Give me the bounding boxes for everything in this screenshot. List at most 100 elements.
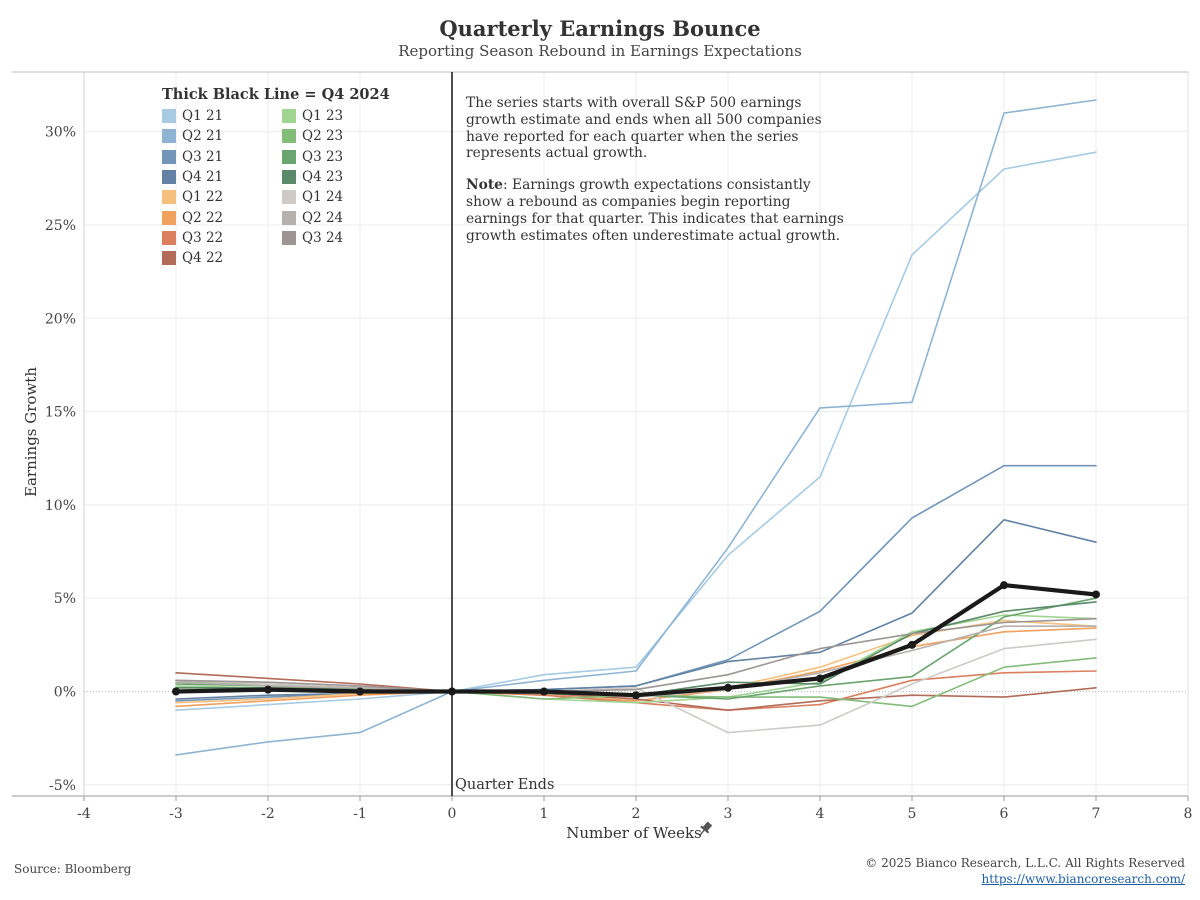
legend-label: Q4 21 (182, 169, 224, 186)
legend-label: Q4 22 (182, 250, 224, 267)
data-point-q4-2024 (540, 687, 548, 696)
source-text: Source: Bloomberg (14, 862, 132, 876)
legend-label: Q1 23 (302, 108, 344, 125)
x-tick-label: -3 (169, 806, 183, 822)
series-line-q4-21 (175, 518, 1097, 700)
legend-swatch (282, 109, 296, 124)
legend-label: Q4 23 (302, 169, 344, 186)
legend-item[interactable]: Q1 24 (282, 187, 402, 207)
note-paragraph-1: The series starts with overall S&P 500 e… (466, 95, 822, 162)
x-tick-label: 7 (1092, 806, 1101, 822)
legend-label: Q3 22 (182, 229, 224, 246)
legend-swatch (162, 210, 176, 225)
x-tick-label: 2 (632, 806, 641, 822)
x-tick-label: 4 (816, 806, 825, 822)
legend-title: Thick Black Line = Q4 2024 (162, 86, 390, 103)
x-tick-label: 8 (1184, 806, 1193, 822)
legend-swatch (282, 210, 296, 225)
legend-item[interactable]: Q1 21 (162, 106, 282, 126)
y-tick-label: 30% (45, 125, 76, 141)
legend-label: Q2 24 (302, 209, 344, 226)
series-line-q1-21 (175, 151, 1097, 712)
copyright-text: © 2025 Bianco Research, L.L.C. All Right… (865, 856, 1185, 870)
series-line-q2-21 (175, 99, 1097, 756)
legend-item[interactable]: Q2 23 (282, 126, 402, 146)
y-axis-label: Earnings Growth (22, 367, 40, 497)
legend-item[interactable]: Q2 21 (162, 126, 282, 146)
legend-item[interactable]: Q3 21 (162, 147, 282, 167)
legend-item[interactable]: Q2 24 (282, 207, 402, 227)
y-tick-label: 15% (45, 405, 76, 421)
legend-label: Q1 21 (182, 108, 224, 125)
data-point-q4-2024 (632, 691, 640, 700)
legend-label: Q1 22 (182, 189, 224, 206)
note-bold: Note (466, 177, 503, 194)
legend-swatch (162, 170, 176, 185)
x-tick-label: 5 (908, 806, 917, 822)
data-point-q4-2024 (172, 687, 180, 696)
legend-swatch (162, 149, 176, 164)
footer-credit: © 2025 Bianco Research, L.L.C. All Right… (865, 855, 1185, 887)
note-paragraph-2: Note: Earnings growth expectations consi… (466, 177, 846, 244)
legend-label: Q2 22 (182, 209, 224, 226)
y-tick-label: 0% (54, 685, 76, 701)
pin-icon[interactable] (696, 820, 713, 838)
axes (12, 71, 1189, 801)
tick-labels: -4 -3 -2 -1 0 1 2 3 4 5 6 7 8 -5% 0% 5% 10% 15% 20% 25% 30% (45, 125, 1193, 822)
x-tick-label: -2 (261, 806, 275, 822)
legend: Thick Black Line = Q4 2024 Q1 21 Q2 21 Q3 … (162, 86, 402, 268)
legend-item[interactable]: Q4 22 (162, 248, 282, 268)
chart-subtitle: Reporting Season Rebound in Earnings Exp… (398, 42, 802, 60)
legend-swatch (162, 251, 176, 266)
x-tick-label: -1 (353, 806, 367, 822)
legend-item[interactable]: Q3 22 (162, 228, 282, 248)
data-point-q4-2024 (1000, 581, 1008, 590)
series-lines (172, 99, 1100, 756)
legend-item[interactable]: Q4 23 (282, 167, 402, 187)
data-point-q4-2024 (908, 640, 916, 649)
annotation-note: The series starts with overall S&P 500 e… (466, 95, 846, 259)
legend-label: Q3 24 (302, 229, 344, 246)
legend-swatch (282, 190, 296, 205)
x-tick-label: -4 (77, 806, 91, 822)
legend-label: Q2 23 (302, 128, 344, 145)
legend-item[interactable]: Q3 23 (282, 147, 402, 167)
legend-swatch (162, 190, 176, 205)
x-tick-label: 0 (448, 806, 457, 822)
legend-swatch (282, 230, 296, 245)
legend-item[interactable]: Q3 24 (282, 228, 402, 248)
data-point-q4-2024 (724, 683, 732, 692)
data-point-q4-2024 (1092, 590, 1100, 599)
x-tick-label: 3 (724, 806, 733, 822)
data-point-q4-2024 (356, 687, 364, 696)
x-tick-label: 6 (1000, 806, 1009, 822)
data-point-q4-2024 (264, 685, 272, 694)
y-tick-label: 20% (45, 311, 76, 327)
data-point-q4-2024 (448, 687, 456, 696)
legend-label: Q2 21 (182, 128, 224, 145)
y-tick-label: 25% (45, 218, 76, 234)
note-text: : Earnings growth expectations consistan… (466, 177, 844, 244)
series-line-q3-24 (175, 617, 1097, 693)
y-tick-label: 10% (45, 498, 76, 514)
legend-item[interactable]: Q4 21 (162, 167, 282, 187)
legend-swatch (162, 109, 176, 124)
website-link[interactable]: https://www.biancoresearch.com/ (981, 872, 1185, 886)
legend-swatch (162, 230, 176, 245)
legend-swatch (282, 170, 296, 185)
legend-column: Q1 23 Q2 23 Q3 23 Q4 23 Q1 24 Q2 24 Q3 24 (282, 106, 402, 268)
legend-swatch (282, 129, 296, 144)
quarter-ends-label: Quarter Ends (455, 777, 554, 793)
legend-item[interactable]: Q2 22 (162, 207, 282, 227)
legend-column: Q1 21 Q2 21 Q3 21 Q4 21 Q1 22 Q2 22 Q3 22 Q4 22 (162, 106, 282, 268)
legend-item[interactable]: Q1 23 (282, 106, 402, 126)
legend-swatch (282, 149, 296, 164)
legend-item[interactable]: Q1 22 (162, 187, 282, 207)
y-tick-label: 5% (54, 591, 76, 607)
legend-label: Q1 24 (302, 189, 344, 206)
legend-label: Q3 23 (302, 148, 344, 165)
legend-label: Q3 21 (182, 148, 224, 165)
legend-swatch (162, 129, 176, 144)
x-tick-label: 1 (540, 806, 549, 822)
